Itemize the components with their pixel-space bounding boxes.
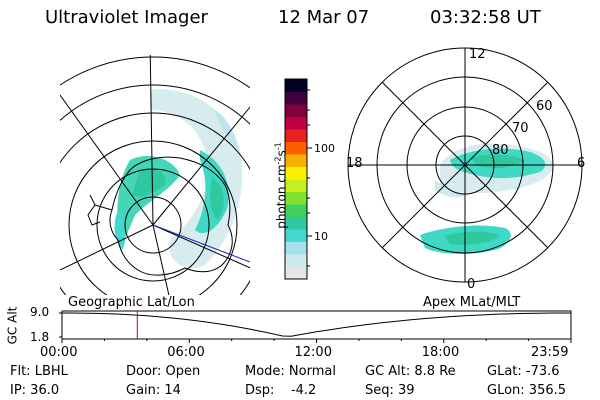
colorbar-cell [285,166,307,180]
colorbar-cell [285,141,307,155]
geo-latitude-status: GLat: -73.6 [487,364,560,379]
terminator-line [152,224,250,263]
date-label: 12 Mar 07 [278,7,370,28]
colorbar-cell [285,116,307,130]
altitude-axis-label: GC Alt [5,306,20,345]
magnetic-polar-plot [347,47,583,283]
altitude-xtick-label: 23:59 [531,345,569,360]
altitude-ytick-bottom: 1.8 [30,330,50,344]
altitude-xtick-label: 18:00 [421,345,460,360]
geographic-map [60,55,250,295]
mlt-label-12: 12 [469,47,486,62]
time-label: 03:32:58 UT [430,7,541,28]
geo-longitude-status: GLon: 356.5 [487,383,567,398]
mlat-label-70: 70 [512,121,529,136]
colorbar-cell [285,216,307,230]
colorbar-cell [285,204,307,217]
colorbar-cell [285,179,307,192]
colorbar-tick-100: 100 [314,142,335,155]
mlt-spokes [348,48,582,282]
colorbar-cell [285,104,307,117]
mlt-label-18: 18 [346,156,363,171]
geographic-map-label: Geographic Lat/Lon [68,295,195,310]
colorbar-cell [285,241,307,255]
altitude-ytick-top: 9.0 [30,305,50,319]
colorbar-ticks [307,89,312,267]
magnetic-map-label: Apex MLat/MLT [423,295,521,310]
aurora-emission-right [420,143,554,254]
door-status: Door: Open [126,364,201,379]
mlt-label-6: 6 [577,156,586,171]
colorbar-unit-label: photon cm-2s-1 [273,142,289,229]
mode-status: Mode: Normal [245,364,336,379]
instrument-title: Ultraviolet Imager [45,7,208,28]
colorbar-cell [285,229,307,242]
mlat-label-60: 60 [536,99,553,114]
altitude-xtick-label: 12:00 [294,345,332,360]
filter-status: Flt: LBHL [10,364,68,379]
colorbar-cell [285,79,307,92]
colorbar [284,78,312,280]
dsp-status: Dsp: -4.2 [245,383,317,398]
colorbar-cell [285,191,307,205]
ip-status: IP: 36.0 [10,383,60,398]
colorbar-cell [285,129,307,142]
colorbar-cell [285,154,307,167]
gain-status: Gain: 14 [126,383,181,398]
sequence-status: Seq: 39 [365,383,415,398]
mlat-label-80: 80 [492,143,509,158]
mlt-label-0: 0 [467,277,476,292]
colorbar-cell [285,91,307,105]
altitude-strip [59,310,572,343]
altitude-curve [62,312,571,337]
altitude-xtick-label: 06:00 [167,345,205,360]
colorbar-cell [285,266,307,280]
meridians [60,55,250,295]
gc-altitude-status: GC Alt: 8.8 Re [365,364,456,379]
altitude-xtick-label: 00:00 [40,345,78,360]
continent-outline [109,156,233,276]
colorbar-tick-10: 10 [314,230,328,243]
colorbar-cell [285,254,307,267]
